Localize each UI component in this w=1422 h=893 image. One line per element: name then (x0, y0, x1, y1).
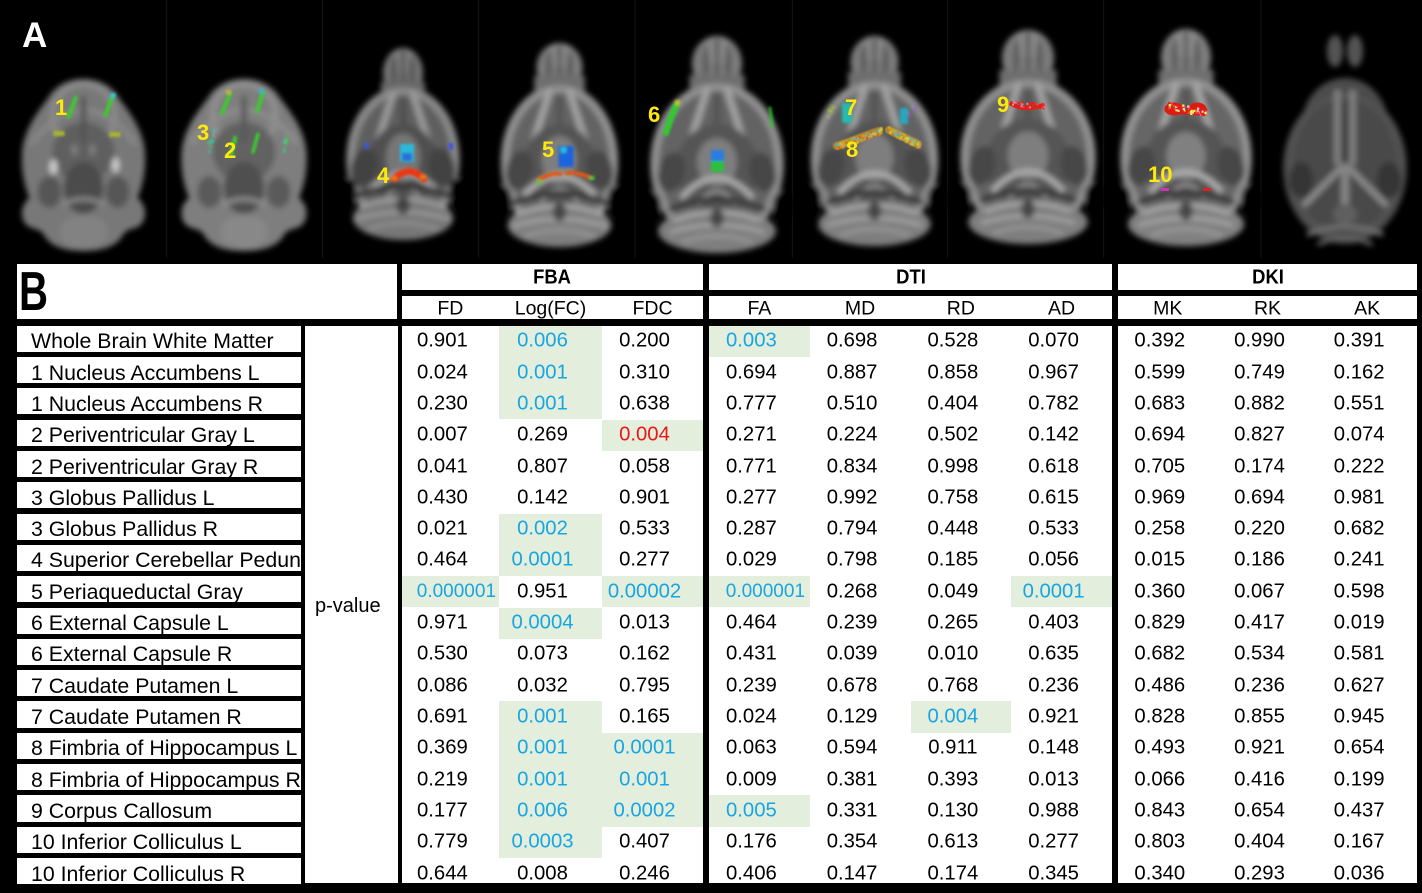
svg-text:7: 7 (845, 95, 857, 120)
svg-text:A: A (22, 16, 47, 55)
svg-text:9: 9 (997, 92, 1009, 117)
svg-text:10: 10 (1148, 162, 1172, 187)
svg-text:1: 1 (55, 95, 67, 120)
svg-text:8: 8 (846, 137, 858, 162)
svg-text:6: 6 (648, 102, 660, 127)
svg-text:5: 5 (542, 137, 554, 162)
svg-text:3: 3 (197, 120, 209, 145)
svg-text:4: 4 (377, 163, 390, 188)
svg-text:2: 2 (224, 138, 236, 163)
